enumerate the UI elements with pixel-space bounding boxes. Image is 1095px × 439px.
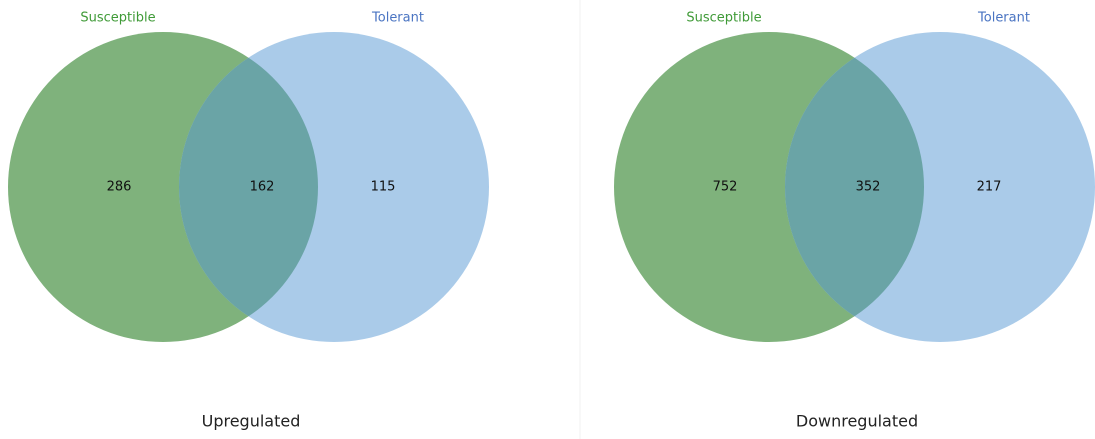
count-label: 286 (107, 180, 132, 195)
count-label: 217 (977, 180, 1002, 195)
set-label: Tolerant (371, 11, 424, 26)
chart-title: Downregulated (796, 412, 918, 431)
set-label: Susceptible (686, 11, 761, 26)
overlap (179, 32, 318, 342)
set-label: Tolerant (977, 11, 1030, 26)
count-label: 162 (250, 180, 275, 195)
count-label: 352 (856, 180, 881, 195)
count-label: 115 (371, 180, 396, 195)
set-label: Susceptible (80, 11, 155, 26)
overlap (785, 32, 924, 342)
chart-title: Upregulated (202, 412, 301, 431)
count-label: 752 (713, 180, 738, 195)
